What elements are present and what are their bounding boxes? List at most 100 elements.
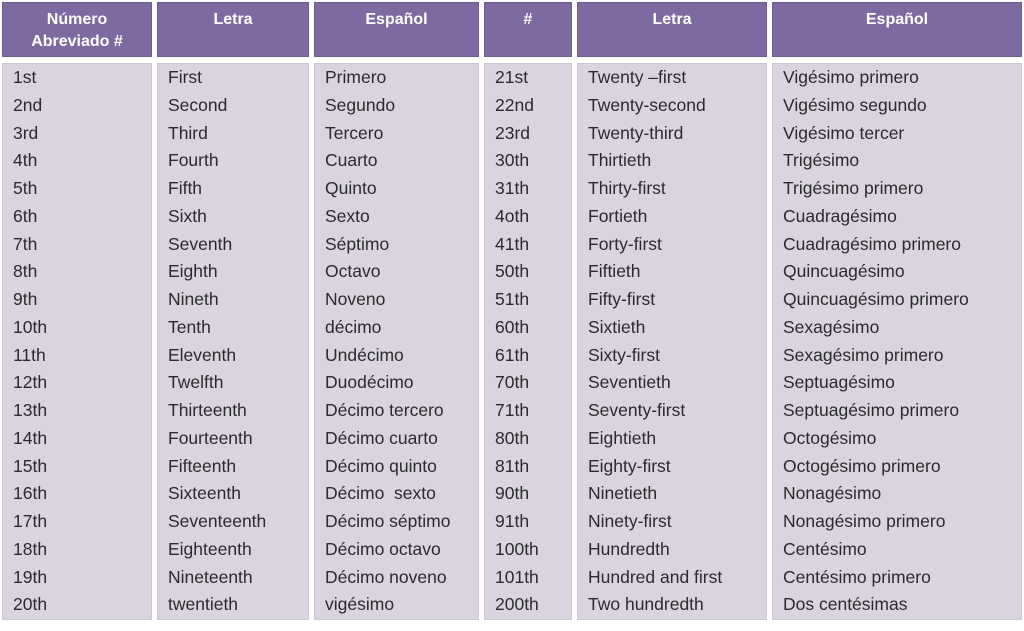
table-cell: Séptimo xyxy=(325,233,390,254)
table-cell: Segundo xyxy=(325,94,396,115)
table-cell: Seventeenth xyxy=(168,511,267,531)
table-cell: 31th xyxy=(495,178,530,198)
table-cell: Forty-first xyxy=(588,233,662,254)
table-cell: Thirtieth xyxy=(588,150,652,171)
table-cell: 51th xyxy=(495,289,530,309)
body-column-abbrev-right: 21st 22nd 23rd 30th 31th 4oth 41th 50th 51th 60th… xyxy=(484,63,572,620)
table-cell: Eighteenth xyxy=(168,538,252,559)
table-cell: Fortieth xyxy=(588,205,648,226)
table-cell: 22nd xyxy=(495,94,534,115)
table-cell: 5th xyxy=(13,178,38,198)
table-cell: Cuadragésimo primero xyxy=(783,233,961,254)
table-cell: Sixtieth xyxy=(588,316,646,337)
body-column-letra-left: First Second Third Fourth Fifth Sixth Seventh E… xyxy=(157,63,309,620)
table-cell: Ninety-first xyxy=(588,511,672,531)
table-cell: Twenty-third xyxy=(588,122,684,143)
table-cell: 90th xyxy=(495,483,530,504)
table-cell: 6th xyxy=(13,205,38,226)
table-cell: 23rd xyxy=(495,122,531,143)
table-cell: Quinto xyxy=(325,178,377,198)
table-cell: 4th xyxy=(13,150,38,171)
table-cell: Hundred and first xyxy=(588,566,723,587)
table-cell: 91th xyxy=(495,511,530,531)
table-cell: Décimo quinto xyxy=(325,455,437,476)
table-cell: Twenty-second xyxy=(588,94,706,115)
table-cell: Noveno xyxy=(325,289,386,309)
table-cell: Twenty –first xyxy=(588,67,687,87)
table-cell: Octogésimo xyxy=(783,427,877,448)
table-cell: Cuarto xyxy=(325,150,378,171)
table-cell: vigésimo xyxy=(325,594,395,615)
table-cell: 2nd xyxy=(13,94,43,115)
table-cell: 8th xyxy=(13,261,38,282)
table-cell: 70th xyxy=(495,372,530,393)
table-cell: 3rd xyxy=(13,122,39,143)
body-column-espanol-right: Vigésimo primero Vigésimo segundo Vigésimo… xyxy=(772,63,1022,620)
table-cell: 71th xyxy=(495,400,530,420)
table-cell: Sixth xyxy=(168,205,207,226)
table-cell: Seventh xyxy=(168,233,233,254)
table-cell: Trigésimo xyxy=(783,150,860,171)
table-cell: Tercero xyxy=(325,122,384,143)
table-cell: Seventy-first xyxy=(588,400,686,420)
table-cell: Décimo séptimo xyxy=(325,511,451,531)
table-cell: 100th xyxy=(495,538,539,559)
table-cell: 81th xyxy=(495,455,530,476)
table-cell: Dos centésimas xyxy=(783,594,908,615)
table-cell: Eleventh xyxy=(168,344,237,365)
table-cell: 18th xyxy=(13,538,48,559)
table-cell: Eighth xyxy=(168,261,218,282)
table-cell: Centésimo primero xyxy=(783,566,931,587)
column-header-espanol-left: Español xyxy=(314,2,479,57)
table-cell: Décimo octavo xyxy=(325,538,441,559)
table-cell: 50th xyxy=(495,261,530,282)
table-cell: Tenth xyxy=(168,316,211,337)
body-column-abbrev-left: 1st 2nd 3rd 4th 5th 6th 7th 8th 9th 10th 11th 12th 1… xyxy=(2,63,152,620)
table-cell: 13th xyxy=(13,400,48,420)
table-cell: Fourteenth xyxy=(168,427,253,448)
table-cell: Nonagésimo xyxy=(783,483,882,504)
table-cell: Sexto xyxy=(325,205,370,226)
table-cell: Sexagésimo primero xyxy=(783,344,944,365)
table-cell: 7th xyxy=(13,233,38,254)
table-cell: twentieth xyxy=(168,594,239,615)
table-cell: Second xyxy=(168,94,228,115)
table-cell: Trigésimo primero xyxy=(783,178,924,198)
table-cell: Décimo cuarto xyxy=(325,427,438,448)
table-cell: 41th xyxy=(495,233,530,254)
table-cell: Ninetieth xyxy=(588,483,658,504)
column-header-numero-abreviado: Número Abreviado # xyxy=(2,2,152,57)
table-cell: Sixty-first xyxy=(588,344,660,365)
table-cell: First xyxy=(168,67,203,87)
body-column-espanol-left: Primero Segundo Tercero Cuarto Quinto Sexto Sé… xyxy=(314,63,479,620)
table-cell: Eightieth xyxy=(588,427,657,448)
table-cell: 101th xyxy=(495,566,539,587)
table-cell: Fifth xyxy=(168,178,203,198)
table-cell: Thirty-first xyxy=(588,178,666,198)
table-cell: 11th xyxy=(13,344,46,365)
table-cell: Nineth xyxy=(168,289,219,309)
table-cell: Octavo xyxy=(325,261,381,282)
table-cell: 10th xyxy=(13,316,48,337)
table-cell: Hundredth xyxy=(588,538,670,559)
table-cell: Octogésimo primero xyxy=(783,455,941,476)
table-cell: Eighty-first xyxy=(588,455,671,476)
table-cell: Nonagésimo primero xyxy=(783,511,946,531)
table-cell: Quincuagésimo primero xyxy=(783,289,969,309)
table-cell: Décimo tercero xyxy=(325,400,444,420)
table-cell: Fifteenth xyxy=(168,455,237,476)
table-cell: Primero xyxy=(325,67,387,87)
table-cell: 200th xyxy=(495,594,539,615)
table-cell: Fourth xyxy=(168,150,219,171)
column-header-number-sign: # xyxy=(484,2,572,57)
table-cell: Cuadragésimo xyxy=(783,205,897,226)
table-cell: Two hundredth xyxy=(588,594,704,615)
table-cell: Sixteenth xyxy=(168,483,241,504)
table-cell: 20th xyxy=(13,594,48,615)
table-cell: décimo xyxy=(325,316,382,337)
table-cell: 80th xyxy=(495,427,530,448)
table-cell: 17th xyxy=(13,511,48,531)
table-cell: Fiftieth xyxy=(588,261,641,282)
table-cell: Quincuagésimo xyxy=(783,261,905,282)
